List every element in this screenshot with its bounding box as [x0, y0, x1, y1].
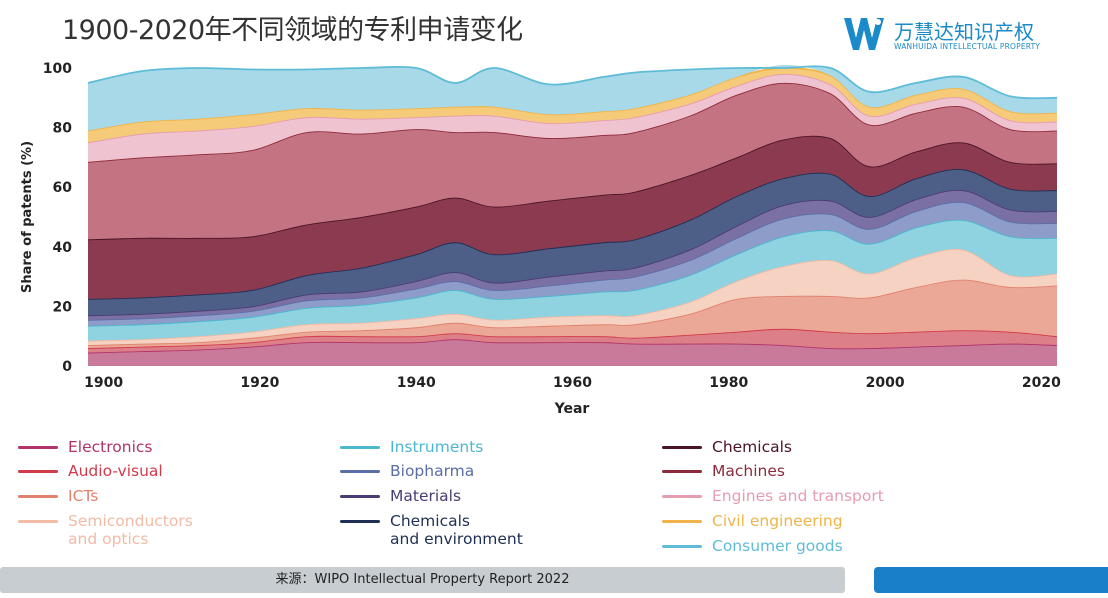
y-tick-label: 20: [53, 299, 73, 315]
legend-label: Chemicals: [712, 438, 792, 456]
legend-swatch: [340, 446, 380, 449]
x-axis-ticks: 1900 1920 1940 1960 1980 2000 2020: [84, 375, 1061, 391]
x-tick-label: 1900: [84, 375, 123, 391]
footer-accent-bar: [874, 567, 1108, 593]
legend-swatch: [18, 470, 58, 473]
legend-item: Semiconductors and optics: [18, 512, 193, 548]
legend-label: Materials: [390, 487, 462, 505]
legend-item: Electronics: [18, 438, 152, 456]
wanhuida-logo-icon: [844, 18, 884, 50]
legend-item: Audio-visual: [18, 462, 163, 480]
area-engines-and-transport: [88, 73, 1057, 162]
source-note: 来源：WIPO Intellectual Property Report 202…: [275, 572, 570, 587]
logo-english-name: WANHUIDA INTELLECTUAL PROPERTY: [894, 42, 1041, 51]
legend-swatch: [340, 495, 380, 498]
company-logo: 万慧达知识产权 WANHUIDA INTELLECTUAL PROPERTY: [842, 14, 1072, 58]
x-tick-label: 2020: [1022, 375, 1061, 391]
area-layers: [87, 64, 1058, 366]
logo-chinese-name: 万慧达知识产权: [894, 20, 1034, 44]
legend-swatch: [662, 495, 702, 498]
y-tick-label: 0: [62, 359, 72, 375]
legend-item: Materials: [340, 487, 461, 505]
y-tick-label: 80: [53, 121, 73, 137]
legend-label: Biopharma: [390, 462, 475, 480]
y-axis-label: Share of patents (%): [20, 141, 35, 293]
legend-label: Audio-visual: [68, 462, 163, 480]
legend-label: Instruments: [390, 438, 484, 456]
area-civil-engineering: [88, 67, 1057, 143]
y-axis-ticks: 0 20 40 60 80 100: [43, 61, 72, 375]
legend-item: Chemicals and environment: [340, 512, 523, 548]
legend-label: Semiconductors and optics: [68, 512, 193, 548]
area-biopharma: [88, 201, 1057, 326]
legend-swatch: [340, 470, 380, 473]
legend-label: Electronics: [68, 438, 153, 456]
y-tick-label: 100: [43, 61, 72, 77]
legend-swatch: [662, 520, 702, 523]
legend-swatch: [18, 520, 58, 523]
legend-swatch: [662, 545, 702, 548]
x-tick-label: 2000: [866, 375, 905, 391]
area-instruments: [88, 219, 1057, 341]
x-axis-label: Year: [554, 401, 590, 417]
legend-item: Machines: [662, 462, 785, 480]
legend-item: Civil engineering: [662, 512, 843, 530]
chart-title: 1900-2020年不同领域的专利申请变化: [62, 15, 523, 46]
area-machines: [88, 82, 1057, 240]
legend-item: Instruments: [340, 438, 483, 456]
area-consumer-goods: [88, 64, 1057, 131]
x-tick-label: 1940: [397, 375, 436, 391]
footer-source-bar: 来源：WIPO Intellectual Property Report 202…: [0, 567, 845, 593]
line-consumer-goods: [87, 65, 1058, 100]
area-semiconductors-and-optics: [88, 249, 1057, 346]
legend-label: ICTs: [68, 487, 99, 505]
legend-label: Chemicals and environment: [390, 512, 523, 548]
area-chemicals-and-environment: [88, 169, 1057, 316]
legend-item: Biopharma: [340, 462, 474, 480]
legend-label: Machines: [712, 462, 785, 480]
legend-item: Engines and transport: [662, 487, 884, 505]
legend-label: Civil engineering: [712, 512, 843, 530]
legend-label: Consumer goods: [712, 537, 843, 555]
y-tick-label: 40: [53, 240, 73, 256]
x-tick-label: 1980: [709, 375, 748, 391]
legend-item: Consumer goods: [662, 537, 843, 555]
area-electronics: [88, 339, 1057, 366]
stacked-area-chart: 0 20 40 60 80 100 1900 1920 1940 1960 1980 2000 202…: [20, 61, 1061, 417]
area-audio-visual: [88, 328, 1057, 353]
legend-label: Engines and transport: [712, 487, 884, 505]
legend-swatch: [662, 470, 702, 473]
x-tick-label: 1960: [553, 375, 592, 391]
y-tick-label: 60: [53, 180, 73, 196]
x-tick-label: 1920: [240, 375, 279, 391]
legend-swatch: [18, 446, 58, 449]
legend-swatch: [18, 495, 58, 498]
area-chemicals: [88, 135, 1057, 299]
legend-swatch: [662, 446, 702, 449]
legend-item: Chemicals: [662, 438, 792, 456]
legend-item: ICTs: [18, 487, 98, 505]
legend-swatch: [340, 520, 380, 523]
